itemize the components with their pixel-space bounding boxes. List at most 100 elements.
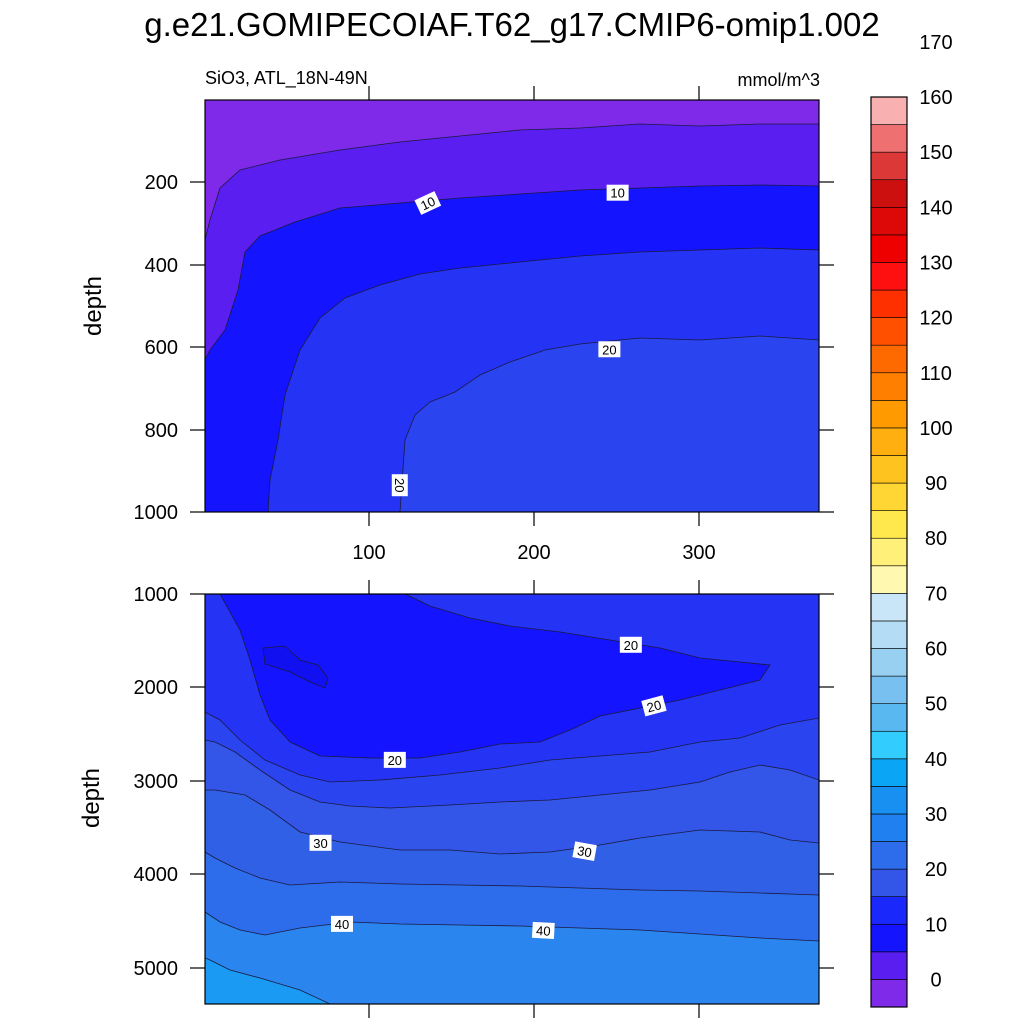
contour-label-text: 20 xyxy=(624,638,638,653)
colorbar-swatch xyxy=(870,317,908,346)
colorbar-label: 40 xyxy=(925,749,947,771)
colorbar-label: 60 xyxy=(925,639,947,661)
colorbar-swatch xyxy=(870,262,908,291)
x-tick-label: 100 xyxy=(352,542,385,564)
colorbar-label: 120 xyxy=(919,308,952,330)
upper-y-tick-label: 800 xyxy=(145,420,178,442)
colorbar-swatch xyxy=(870,979,908,1008)
colorbar-swatch xyxy=(870,400,908,429)
colorbar-label: 20 xyxy=(925,859,947,881)
colorbar-label: 130 xyxy=(919,252,952,274)
contour-label-box xyxy=(572,841,597,861)
colorbar-swatch xyxy=(870,289,908,318)
upper-y-axis-label: depth xyxy=(80,276,107,336)
colorbar-label: 0 xyxy=(930,969,941,991)
colorbar-swatch xyxy=(870,344,908,374)
colorbar-label: 160 xyxy=(919,87,952,109)
colorbar-swatch xyxy=(870,730,908,760)
colorbar-swatch xyxy=(870,620,908,649)
colorbar-label: 170 xyxy=(919,32,952,54)
lower-y-tick-label: 1000 xyxy=(134,584,179,606)
colorbar-swatch xyxy=(870,207,908,236)
colorbar-swatch xyxy=(870,179,908,208)
lower-panel xyxy=(205,594,819,1004)
lower-y-tick-label: 2000 xyxy=(134,677,179,699)
colorbar-swatch xyxy=(870,537,908,567)
upper-y-tick-label: 400 xyxy=(145,255,178,277)
contour-label: 10 xyxy=(606,184,629,201)
lower-band-under-20 xyxy=(219,594,771,759)
x-tick-label: 200 xyxy=(517,542,550,564)
contour-label-box xyxy=(414,191,442,215)
contour-label: 30 xyxy=(572,841,597,861)
upper-panel xyxy=(205,100,819,512)
colorbar-swatch xyxy=(870,675,908,704)
contour-label-text: 10 xyxy=(610,186,624,201)
lower-y-tick-label: 4000 xyxy=(134,864,179,886)
colorbar-label: 150 xyxy=(919,142,952,164)
contour-label-text: 20 xyxy=(388,753,402,768)
colorbar-swatch xyxy=(870,703,908,732)
colorbar-swatch xyxy=(870,813,908,842)
contour-label-text: 20 xyxy=(602,342,616,357)
contour-label: 40 xyxy=(531,921,555,939)
units-label: mmol/m^3 xyxy=(738,70,820,90)
contour-label-text: 30 xyxy=(576,843,593,860)
colorbar: 0 10 20 30 40 50 60 70 80 90 100 110 120 130 140 150 160… xyxy=(870,32,953,1008)
colorbar-swatch xyxy=(870,951,908,980)
contour-label: 40 xyxy=(330,915,353,932)
colorbar-label: 50 xyxy=(925,694,947,716)
lower-core-low xyxy=(262,645,329,689)
colorbar-swatch xyxy=(870,427,908,456)
colorbar-swatch xyxy=(870,482,908,511)
colorbar-swatch xyxy=(870,896,908,925)
colorbar-label: 90 xyxy=(925,473,947,495)
contour-label-text: 40 xyxy=(335,917,349,932)
colorbar-swatch xyxy=(870,234,908,263)
contour-label: 20 xyxy=(641,695,667,717)
contour-label-box xyxy=(531,921,555,939)
contour-label-box xyxy=(330,915,353,932)
colorbar-label: 100 xyxy=(919,418,952,440)
contour-label-text: 30 xyxy=(313,836,327,851)
colorbar-swatch xyxy=(870,124,908,153)
upper-band-under-10 xyxy=(205,100,819,361)
contour-label-text: 20 xyxy=(645,697,663,715)
colorbar-swatch xyxy=(870,510,908,539)
colorbar-frame xyxy=(870,96,908,1008)
contour-labels: 10 10 20 20 20 20 20 30 30 40 40 xyxy=(309,184,667,939)
x-tick-labels: 100 200 300 xyxy=(352,542,715,564)
colorbar-swatch xyxy=(870,841,908,870)
contour-label-text: 40 xyxy=(536,923,551,939)
colorbar-swatch xyxy=(870,372,908,401)
contour-label: 20 xyxy=(383,751,406,768)
upper-y-tick-label: 600 xyxy=(145,337,178,359)
lower-y-axis-label: depth xyxy=(78,768,105,828)
lower-y-tick-labels: 1000 2000 3000 4000 5000 xyxy=(134,584,179,980)
upper-y-tick-labels: 200 400 600 800 1000 xyxy=(134,172,179,524)
contour-label: 20 xyxy=(598,341,621,358)
colorbar-swatch xyxy=(870,593,908,622)
contour-label-box xyxy=(606,184,629,201)
colorbar-label: 110 xyxy=(920,363,952,385)
variable-label: SiO3, ATL_18N-49N xyxy=(205,68,368,89)
contour-label-text: 20 xyxy=(392,478,407,492)
contour-label-box xyxy=(391,474,408,497)
colorbar-swatch xyxy=(870,758,908,787)
colorbar-swatch xyxy=(870,96,908,125)
contour-label: 30 xyxy=(309,834,332,851)
contour-label-box xyxy=(309,834,332,851)
contour-label-box xyxy=(619,636,642,653)
lower-ticks xyxy=(190,580,834,1018)
colorbar-swatch xyxy=(870,565,908,594)
colorbar-swatch xyxy=(870,151,908,181)
lower-y-tick-label: 3000 xyxy=(134,771,179,793)
colorbar-label: 80 xyxy=(925,528,947,550)
upper-band-0 xyxy=(205,100,819,241)
colorbar-label: 10 xyxy=(925,914,947,936)
contour-label-text: 10 xyxy=(418,194,437,214)
chart-title: g.e21.GOMIPECOIAF.T62_g17.CMIP6-omip1.00… xyxy=(144,6,880,43)
upper-y-tick-label: 200 xyxy=(145,172,178,194)
colorbar-label: 140 xyxy=(919,197,952,219)
